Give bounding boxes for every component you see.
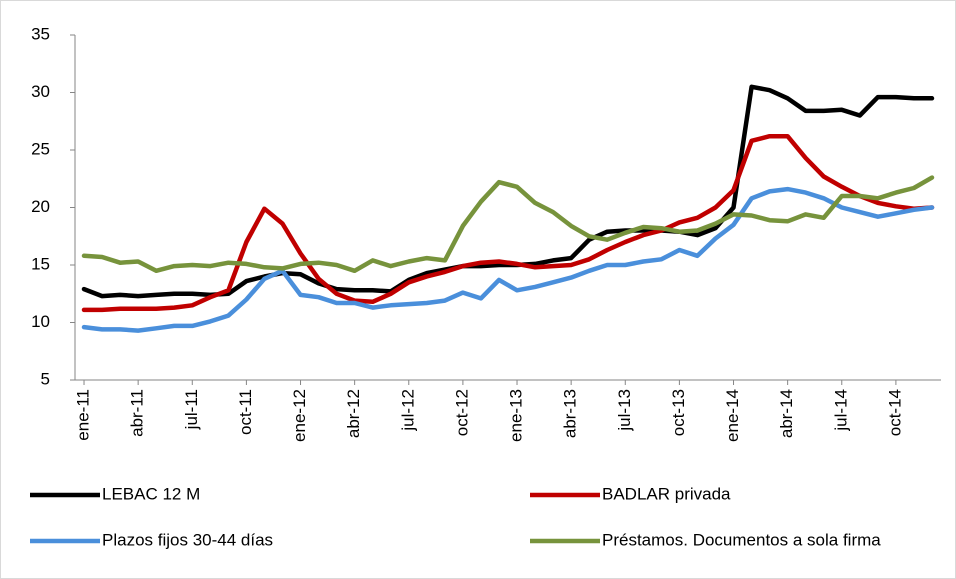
series-line (81, 133, 935, 313)
y-tick-label: 10 (31, 312, 50, 331)
x-tick-label: ene-11 (74, 389, 93, 441)
x-tick-label: oct-13 (669, 389, 688, 436)
legend-label: LEBAC 12 M (102, 484, 200, 503)
x-tick-label: oct-11 (236, 389, 255, 435)
x-tick-label: ene-12 (290, 389, 309, 442)
legend-label: Plazos fijos 30-44 días (102, 530, 273, 549)
y-tick-label: 30 (31, 82, 50, 101)
y-tick-label: 20 (31, 197, 50, 216)
x-tick-label: jul-13 (615, 389, 634, 432)
x-tick-label: oct-14 (885, 389, 904, 436)
x-tick-label: ene-14 (723, 389, 742, 442)
x-tick-label: abr-11 (128, 389, 147, 437)
y-tick-label: 35 (31, 24, 50, 43)
x-tick-label: abr-12 (344, 389, 363, 438)
legend-label: Préstamos. Documentos a sola firma (602, 530, 881, 549)
y-tick-label: 25 (31, 139, 50, 158)
x-tick-label: oct-12 (452, 389, 471, 436)
series-line (81, 84, 935, 299)
y-tick-label: 15 (31, 254, 50, 273)
x-tick-label: jul-11 (182, 389, 201, 430)
x-tick-label: abr-14 (777, 389, 796, 438)
x-tick-label: abr-13 (561, 389, 580, 438)
x-tick-label: ene-13 (507, 389, 526, 442)
series-line (81, 186, 935, 333)
y-tick-label: 5 (41, 369, 50, 388)
x-tick-label: jul-12 (398, 389, 417, 432)
series-line (81, 175, 935, 274)
x-tick-label: jul-14 (831, 389, 850, 432)
legend-label: BADLAR privada (602, 484, 731, 503)
